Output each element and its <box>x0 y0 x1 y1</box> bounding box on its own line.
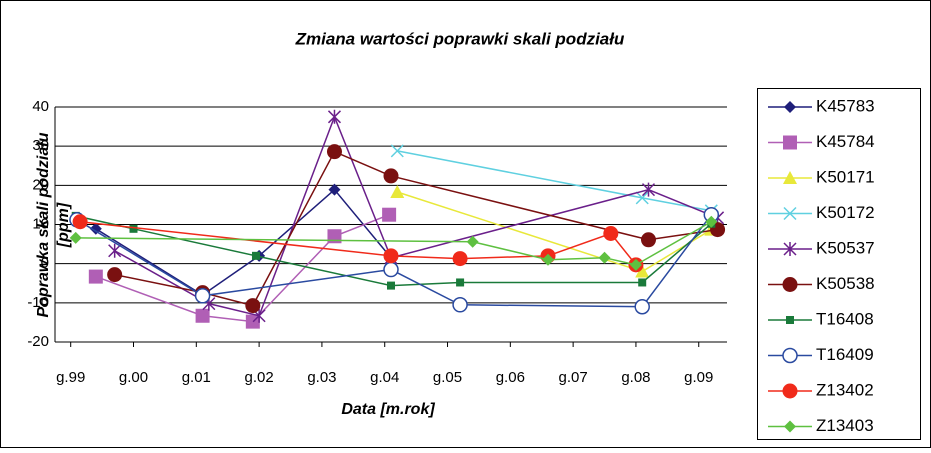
marker <box>629 258 642 271</box>
marker <box>89 222 102 235</box>
marker <box>452 297 468 313</box>
legend-label: K45783 <box>816 96 875 115</box>
marker <box>194 288 211 304</box>
marker <box>635 264 650 278</box>
y-tick-label: 40 <box>32 98 49 115</box>
marker <box>705 215 718 228</box>
marker <box>638 278 647 287</box>
x-tick-label: g.05 <box>433 369 462 386</box>
y-tick-label: -10 <box>27 294 49 311</box>
legend-label: K50538 <box>816 274 875 293</box>
marker <box>383 261 399 278</box>
marker <box>251 251 260 260</box>
y-axis-label: Poprawka skali podziału <box>35 132 52 317</box>
legend-marker <box>784 101 796 113</box>
marker <box>326 144 342 160</box>
marker <box>598 251 611 264</box>
legend-marker <box>784 420 796 433</box>
series-line <box>75 221 712 266</box>
legend-label: K50172 <box>816 203 875 222</box>
x-tick-label: g.01 <box>182 369 211 386</box>
marker <box>108 243 122 258</box>
y-tick-label: 10 <box>32 215 49 232</box>
marker <box>245 298 261 314</box>
y-tick-label: 30 <box>32 137 49 154</box>
x-tick-label: g.09 <box>684 369 713 386</box>
legend-label: T16409 <box>816 345 874 364</box>
marker <box>466 235 479 248</box>
legend-label: Z13402 <box>816 380 874 399</box>
legend-label: K50171 <box>816 167 875 186</box>
x-tick-label: g.06 <box>496 369 525 386</box>
y-tick-label: -20 <box>27 333 49 350</box>
marker <box>603 226 619 242</box>
marker <box>382 207 397 222</box>
marker <box>387 281 395 290</box>
marker <box>195 308 210 323</box>
x-axis-label: Data [m.rok] <box>341 401 435 418</box>
marker <box>641 182 656 197</box>
marker <box>327 109 342 124</box>
marker <box>69 231 82 244</box>
y-axis-label: [ppm] <box>55 202 72 248</box>
marker <box>390 144 404 158</box>
x-tick-label: g.08 <box>621 369 650 386</box>
series-line <box>76 214 712 308</box>
marker <box>383 168 399 184</box>
legend-marker <box>786 316 794 324</box>
marker <box>456 278 465 287</box>
x-tick-label: g.03 <box>307 369 336 386</box>
x-tick-label: g.07 <box>559 369 588 386</box>
marker <box>390 184 405 198</box>
marker <box>88 269 103 284</box>
marker <box>383 248 399 264</box>
legend-label: K50537 <box>816 238 875 257</box>
chart-title: Zmiana wartości poprawki skali podziału <box>295 29 625 48</box>
x-tick-label: g.00 <box>119 369 148 386</box>
y-tick-label: 20 <box>32 176 49 193</box>
x-tick-label: g.02 <box>245 369 274 386</box>
marker <box>640 232 656 248</box>
y-tick-label: 0 <box>41 255 49 272</box>
legend-label: Z13403 <box>816 416 874 435</box>
legend-marker <box>782 347 798 364</box>
legend-label: T16408 <box>816 309 874 328</box>
marker <box>634 299 650 315</box>
marker <box>129 224 138 233</box>
legend-marker <box>783 242 797 256</box>
legend-marker <box>783 135 797 150</box>
legend-label: K45784 <box>816 132 875 151</box>
marker <box>328 183 341 196</box>
marker <box>635 191 649 205</box>
marker <box>107 267 123 283</box>
legend-marker <box>782 277 798 292</box>
x-tick-label: g.99 <box>56 369 85 386</box>
marker <box>542 253 555 266</box>
marker <box>72 214 88 230</box>
legend-marker <box>782 383 798 399</box>
legend-marker <box>783 206 797 221</box>
marker <box>452 251 468 267</box>
legend-marker <box>783 171 797 184</box>
x-tick-label: g.04 <box>370 369 399 386</box>
